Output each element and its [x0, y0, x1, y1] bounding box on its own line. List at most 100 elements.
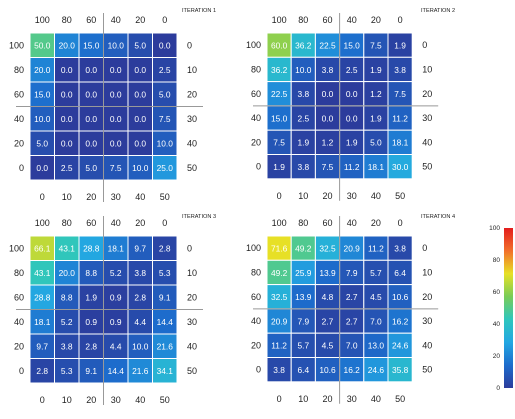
left-tick-label: 100	[246, 243, 261, 253]
cell-value-label: 24.6	[392, 341, 409, 351]
cell-value-label: 20.9	[344, 243, 361, 253]
cell-value-label: 43.1	[59, 244, 76, 254]
cell-value-label: 35.8	[392, 365, 409, 375]
heatmap-cell	[152, 32, 178, 58]
bottom-tick-label: 40	[371, 394, 381, 404]
left-tick-label: 40	[251, 113, 261, 123]
bottom-tick-label: 0	[40, 395, 45, 405]
right-tick-label: 40	[187, 138, 197, 148]
cell-value-label: 15.0	[34, 90, 51, 100]
cell-value-label: 7.5	[394, 89, 406, 99]
heatmap-cell	[314, 308, 341, 334]
cell-value-label: 21.6	[132, 366, 149, 376]
top-tick-label: 100	[272, 218, 287, 228]
top-tick-label: 60	[86, 15, 96, 25]
left-tick-label: 60	[14, 292, 24, 302]
heatmap-cell	[54, 235, 80, 261]
right-tick-label: 0	[422, 40, 427, 50]
cell-value-label: 11.2	[271, 341, 287, 351]
heatmap-cell	[339, 129, 365, 155]
cell-value-label: 30.0	[392, 162, 409, 172]
top-tick-label: 20	[371, 15, 381, 25]
heatmap-cell	[127, 130, 153, 156]
heatmap-cell	[314, 154, 341, 180]
cell-value-label: 49.2	[271, 268, 288, 278]
heatmap-cell	[78, 309, 104, 335]
cell-value-label: 11.2	[368, 243, 384, 253]
cell-value-label: 9.1	[85, 366, 97, 376]
cell-value-label: 5.7	[297, 341, 309, 351]
left-tick-label: 20	[14, 138, 24, 148]
heatmap-panel-4: 71.6 49.2 32.5 20.9 11.2 3.8 49.2 25.9 13.9 7.9 5.…	[246, 214, 455, 404]
bottom-tick-label: 50	[160, 192, 170, 202]
cell-value-label: 0.9	[110, 317, 122, 327]
heatmap-cell	[314, 284, 341, 310]
heatmap-cell	[127, 81, 153, 107]
cell-value-label: 0.0	[134, 90, 146, 100]
cell-value-label: 0.0	[85, 65, 97, 75]
heatmap-cell	[152, 155, 178, 181]
cell-value-label: 2.5	[346, 65, 358, 75]
right-tick-label: 50	[422, 365, 432, 375]
cell-value-label: 9.1	[159, 293, 171, 303]
cell-value-label: 3.8	[394, 243, 406, 253]
right-tick-label: 0	[187, 243, 192, 253]
cell-value-label: 32.5	[271, 292, 288, 302]
left-tick-label: 80	[14, 268, 24, 278]
top-tick-label: 80	[298, 218, 308, 228]
right-tick-label: 50	[422, 162, 432, 172]
heatmap-cell	[363, 129, 389, 155]
heatmap-cell	[127, 333, 153, 359]
cell-value-label: 1.9	[370, 113, 382, 123]
cell-value-label: 15.0	[83, 41, 100, 51]
cell-value-label: 5.3	[61, 366, 73, 376]
heatmap-cell	[54, 81, 80, 107]
bottom-tick-label: 50	[395, 191, 405, 201]
cell-value-label: 2.8	[36, 366, 48, 376]
heatmap-cell	[29, 155, 55, 181]
colorbar-tick-label: 60	[493, 289, 501, 296]
bottom-tick-label: 10	[298, 191, 308, 201]
cell-value-label: 2.7	[346, 316, 358, 326]
heatmap-cell	[290, 105, 316, 131]
panel-title: ITERATION 4	[421, 214, 455, 220]
panel-title: ITERATION 2	[421, 8, 455, 14]
top-tick-label: 60	[322, 15, 332, 25]
cell-value-label: 13.9	[319, 268, 336, 278]
right-tick-label: 10	[422, 64, 432, 74]
left-tick-label: 100	[9, 40, 24, 50]
cell-value-label: 0.0	[159, 41, 171, 51]
bottom-tick-label: 40	[371, 191, 381, 201]
cell-value-label: 3.8	[134, 268, 146, 278]
heatmap-cell	[266, 105, 292, 131]
cell-value-label: 9.7	[36, 342, 48, 352]
top-tick-label: 80	[62, 218, 72, 228]
right-tick-label: 50	[187, 163, 197, 173]
bottom-tick-label: 20	[322, 191, 332, 201]
heatmap-cell	[127, 260, 153, 286]
heatmap-cell	[290, 308, 316, 334]
heatmap-cell	[314, 129, 341, 155]
heatmap-cell	[363, 154, 389, 180]
heatmap-panel-2: 60.0 36.2 22.5 15.0 7.5 1.9 36.2 10.0 3.8 2.5 1.9 3…	[246, 8, 455, 201]
heatmap-cell	[339, 56, 365, 83]
cell-value-label: 4.5	[322, 341, 334, 351]
cell-value-label: 0.0	[61, 65, 73, 75]
right-tick-label: 30	[187, 317, 197, 327]
cell-value-label: 4.4	[110, 342, 122, 352]
top-tick-label: 0	[398, 15, 403, 25]
cell-value-label: 2.5	[61, 163, 73, 173]
left-tick-label: 100	[9, 243, 24, 253]
cell-value-label: 1.2	[370, 89, 382, 99]
cell-value-label: 2.5	[159, 65, 171, 75]
bottom-tick-label: 40	[135, 192, 145, 202]
cell-value-label: 0.0	[110, 65, 122, 75]
colorbar-bar	[504, 228, 513, 388]
heatmap-cell	[29, 309, 55, 335]
cell-value-label: 1.9	[394, 40, 406, 50]
colorbar-tick-label: 80	[493, 257, 501, 264]
cell-value-label: 10.6	[392, 292, 409, 302]
bottom-tick-label: 30	[111, 192, 121, 202]
heatmap-cell	[152, 358, 178, 384]
heatmap-cell	[54, 106, 80, 132]
